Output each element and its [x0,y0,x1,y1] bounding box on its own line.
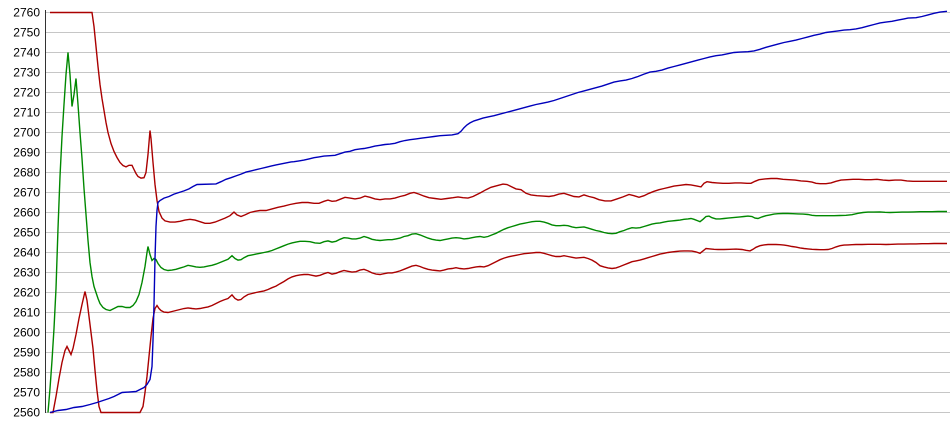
y-axis-tick-label-2620: 2620 [13,286,40,300]
y-axis-tick-label-2580: 2580 [13,366,40,380]
y-axis-tick-label-2680: 2680 [13,166,40,180]
y-axis-tick-label-2730: 2730 [13,66,40,80]
y-axis-tick-label-2570: 2570 [13,386,40,400]
y-axis-tick-label-2690: 2690 [13,146,40,160]
y-axis-tick-label-2600: 2600 [13,326,40,340]
y-axis-labels: 2760 2750 2740 2730 2720 2710 2700 2690 2680 2670… [13,6,40,420]
y-axis-tick-label-2670: 2670 [13,186,40,200]
y-axis-tick-label-2750: 2750 [13,26,40,40]
gridlines [45,12,950,413]
series-lines [47,10,948,414]
green-line [47,52,947,413]
y-axis-tick-label-2720: 2720 [13,86,40,100]
dark-red-upper-line [50,11,947,225]
y-axis-tick-label-2760: 2760 [13,6,40,20]
y-axis-tick-label-2560: 2560 [13,406,40,420]
y-axis-tick-label-2590: 2590 [13,346,40,360]
y-axis-tick-label-2640: 2640 [13,246,40,260]
y-axis-tick-label-2610: 2610 [13,306,40,320]
y-axis-tick-label-2660: 2660 [13,206,40,220]
blue-line [49,10,948,414]
y-axis-tick-label-2740: 2740 [13,46,40,60]
y-axis-tick-label-2700: 2700 [13,126,40,140]
y-axis-tick-label-2650: 2650 [13,226,40,240]
y-axis-tick-label-2630: 2630 [13,266,40,280]
y-axis-tick-label-2710: 2710 [13,106,40,120]
dark-red-lower-line [50,242,947,414]
